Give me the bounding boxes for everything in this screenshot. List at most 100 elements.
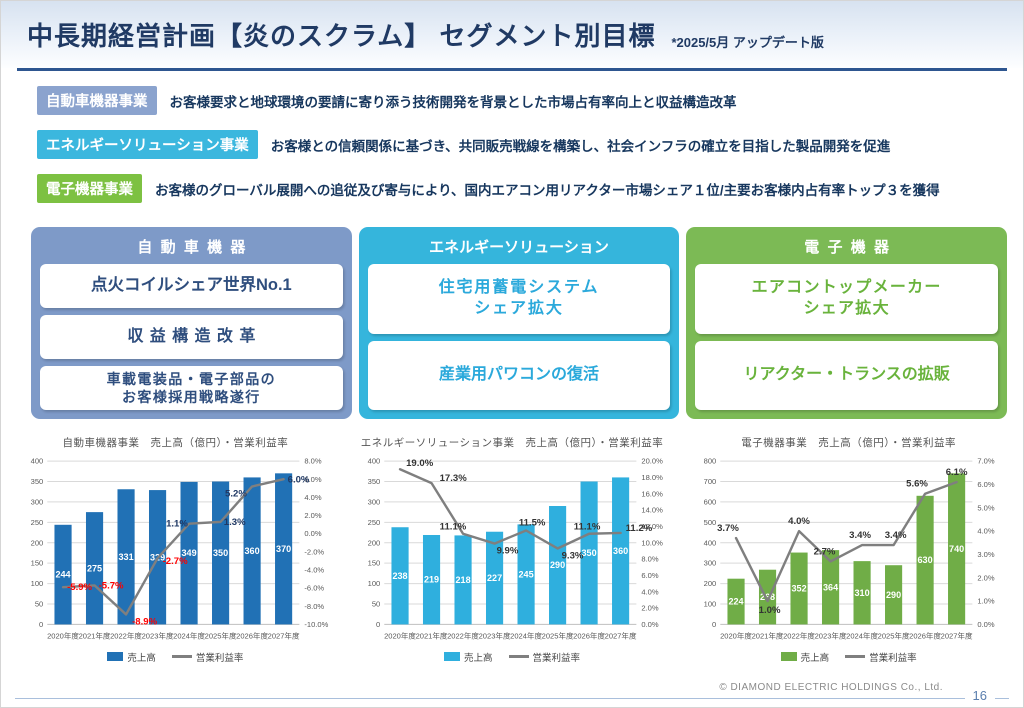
right-axis-tick-label: 1.0% (978, 597, 995, 606)
bar-value-label: 275 (87, 563, 102, 573)
panel-title: 自動車機器 (137, 239, 254, 256)
x-axis-label: 2022年度 (447, 631, 479, 641)
right-axis-tick-label: 5.0% (978, 503, 995, 512)
profit-rate-label: 5.2% (225, 489, 247, 500)
x-axis-label: 2025年度 (541, 631, 573, 641)
legend-rate-label: 営業利益率 (532, 652, 581, 664)
profit-rate-label: -5.7% (99, 580, 124, 591)
x-axis-label: 2023年度 (478, 631, 510, 641)
left-axis-tick-label: 350 (31, 477, 44, 486)
right-axis-tick-label: -2.0% (304, 547, 324, 556)
header-divider (17, 68, 1007, 71)
right-axis-tick-label: 0.0% (641, 620, 658, 629)
right-axis-tick-label: 8.0% (304, 457, 321, 466)
legend-rate-label: 営業利益率 (195, 652, 244, 664)
legend-rate-label: 営業利益率 (869, 652, 917, 664)
business-summary-rows: 自動車機器事業 お客様要求と地球環境の要請に寄り添う技術開発を背景とした市場占有率… (37, 86, 1007, 218)
right-axis-tick-label: 8.0% (641, 555, 658, 564)
right-axis-tick-label: -6.0% (304, 584, 324, 593)
bar-value-label: 227 (487, 573, 502, 583)
bar-value-label: 350 (213, 548, 228, 558)
chart-plot: 0 50 100 150 200 250 300 350 400 0.0% 2.0% 4.0% 6.0%… (367, 457, 663, 641)
chart-plot: 0 50 100 150 200 250 300 350 400 -10.0% -8.0% -6.0%… (31, 457, 329, 641)
sales-bar (485, 531, 503, 625)
bar-value-label: 740 (949, 544, 964, 554)
bar-value-label: 360 (613, 546, 628, 556)
right-axis-tick-label: -8.0% (304, 602, 324, 611)
right-axis-tick-label: 4.0% (978, 527, 995, 536)
panel-goal-item: 収益構造改革 (40, 315, 343, 359)
bar-value-label: 370 (276, 544, 291, 554)
chart-title: 電子機器事業 売上高（億円）・営業利益率 (741, 437, 957, 449)
panel-goal-line: リアクター・トランスの拡販 (743, 365, 950, 383)
left-axis-tick-label: 250 (31, 518, 44, 527)
profit-rate-label: 1.3% (224, 517, 246, 528)
legend-entry-sales: 売上高 (443, 650, 493, 664)
left-axis-tick-label: 400 (704, 538, 717, 547)
left-axis-tick-label: 400 (367, 457, 380, 466)
x-axis-label: 2021年度 (415, 631, 447, 641)
chart-title: エネルギーソリューション事業 売上高（億円）・営業利益率 (360, 437, 664, 449)
right-axis-tick-label: 2.0% (304, 511, 321, 520)
x-axis-label: 2024年度 (846, 631, 878, 641)
sales-bar (54, 524, 72, 625)
right-axis-tick-label: 16.0% (641, 489, 663, 498)
x-axis-label: 2024年度 (510, 631, 542, 641)
bar-value-label: 349 (182, 548, 197, 558)
panel-goal-line: シェア拡大 (474, 299, 564, 317)
x-axis-label: 2023年度 (142, 631, 174, 641)
sales-bar (117, 489, 135, 625)
business-description: お客様との信頼関係に基づき、共同販売戦線を構築し、社会インフラの確立を目指した製… (270, 138, 891, 154)
profit-rate-label: 17.3% (439, 473, 467, 484)
profit-rate-line (61, 478, 285, 616)
x-axis-label: 2026年度 (236, 631, 268, 641)
x-axis-label: 2021年度 (752, 631, 784, 641)
right-axis-tick-label: 6.0% (304, 475, 321, 484)
bar-value-label: 364 (823, 582, 838, 592)
page-subtitle: *2025/5月 アップデート版 (671, 35, 824, 50)
left-axis-tick-label: 0 (712, 620, 716, 629)
legend-rate-swatch (508, 655, 529, 658)
right-axis-tick-label: 6.0% (641, 571, 658, 580)
profit-rate-label: 3.7% (717, 523, 739, 534)
legend-sales-label: 売上高 (463, 652, 493, 664)
bar-value-label: 218 (455, 575, 470, 585)
left-axis-tick-label: 500 (704, 518, 717, 527)
profit-rate-label: 11.1% (573, 522, 600, 533)
panel-goal-line: エアコントップメーカー (751, 278, 942, 296)
chart-legend: 売上高 営業利益率 (350, 650, 675, 664)
legend-entry-sales: 売上高 (107, 650, 156, 664)
profit-rate-label: 6.0% (288, 474, 310, 485)
profit-rate-label: 11.5% (518, 517, 545, 528)
business-badge: 自動車機器事業 (37, 86, 157, 115)
profit-rate-line (735, 480, 959, 603)
panel-title: 電子機器 (804, 239, 898, 256)
segment-panel: 電子機器 エアコントップメーカー シェア拡大 リアクター・トランスの拡販 (686, 227, 1008, 419)
chart-legend: 売上高 営業利益率 (13, 650, 338, 664)
sales-bar (422, 534, 440, 625)
bar-value-label: 219 (424, 575, 439, 585)
left-axis-tick-label: 0 (376, 620, 380, 629)
legend-sales-label: 売上高 (127, 652, 156, 664)
profit-rate-line (398, 468, 622, 550)
right-axis-tick-label: 4.0% (641, 587, 658, 596)
sales-bar (391, 527, 409, 625)
x-axis-label: 2027年度 (268, 631, 300, 641)
profit-rate-label: 3.4% (850, 530, 872, 541)
page-number: 16 (964, 688, 995, 703)
sales-bar (822, 550, 840, 625)
business-description: お客様要求と地球環境の要請に寄り添う技術開発を背景とした市場占有率向上と収益構造… (169, 94, 737, 110)
sales-bar (759, 569, 777, 625)
legend-rate-swatch (171, 655, 192, 658)
bar-value-label: 244 (55, 570, 70, 580)
legend-entry-rate: 営業利益率 (845, 650, 917, 664)
sales-bar (611, 477, 629, 625)
x-axis-label: 2027年度 (941, 631, 973, 641)
bar-value-label: 238 (392, 571, 407, 581)
sales-bar (454, 535, 472, 625)
right-axis-tick-label: 10.0% (641, 538, 663, 547)
x-axis-label: 2027年度 (604, 631, 636, 641)
sales-bar (548, 506, 566, 625)
business-description: お客様のグローバル展開への追従及び寄与により、国内エアコン用リアクター市場シェア… (155, 182, 940, 198)
